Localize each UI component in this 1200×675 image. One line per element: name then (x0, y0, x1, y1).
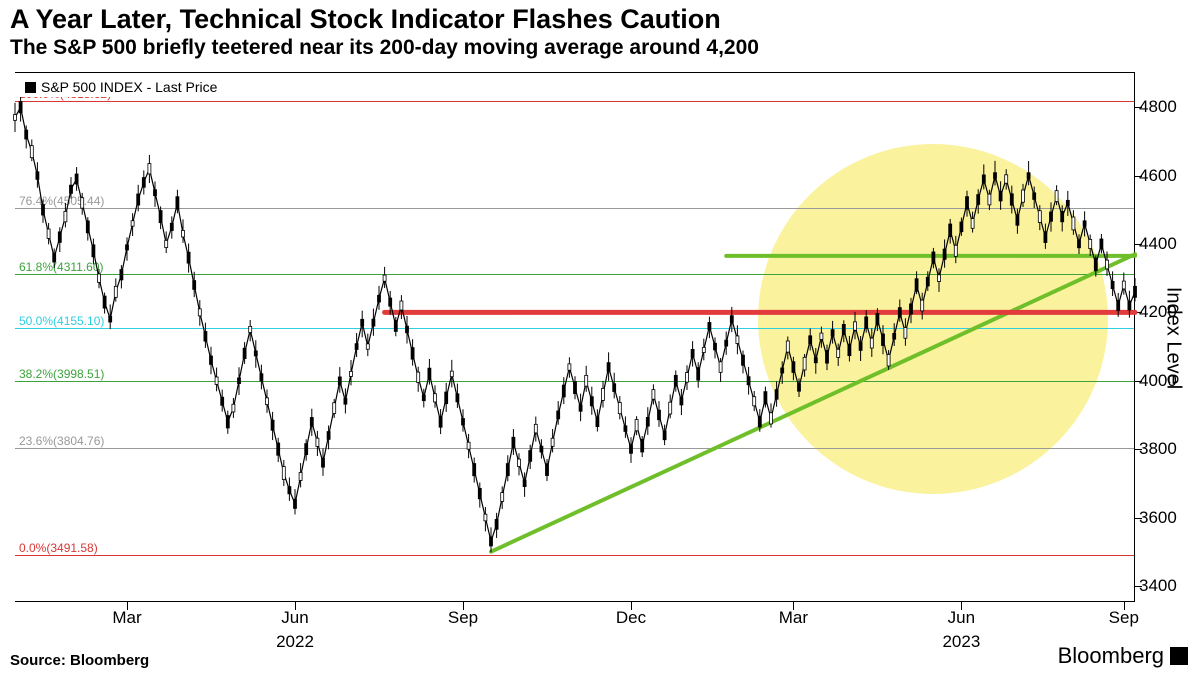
x-tick-label: Jun (948, 608, 975, 628)
legend-label: S&P 500 INDEX - Last Price (41, 79, 217, 95)
x-year-label: 2022 (276, 632, 314, 652)
x-tick-label: Mar (112, 608, 141, 628)
legend: S&P 500 INDEX - Last Price (19, 77, 223, 97)
x-tick-label: Jun (281, 608, 308, 628)
x-tick-label: Dec (616, 608, 646, 628)
x-tick-label: Sep (1109, 608, 1139, 628)
chart-area: 100.0%(4818.62)76.4%(4505.44)61.8%(4311.… (15, 72, 1135, 602)
chart-title: A Year Later, Technical Stock Indicator … (10, 4, 721, 35)
chart-subtitle: The S&P 500 briefly teetered near its 20… (10, 36, 759, 60)
trend-line (491, 254, 1135, 551)
y-tick-label: 4200 (1139, 302, 1189, 322)
x-tick-label: Mar (779, 608, 808, 628)
brand-text: Bloomberg (1058, 643, 1164, 669)
chart-svg (15, 73, 1135, 603)
y-tick-label: 4400 (1139, 234, 1189, 254)
brand-terminal-icon (1170, 647, 1188, 665)
y-tick-label: 3800 (1139, 439, 1189, 459)
source-label: Source: Bloomberg (10, 652, 149, 669)
price-line (15, 107, 1135, 541)
legend-swatch-icon (25, 82, 36, 93)
y-tick-label: 4800 (1139, 97, 1189, 117)
x-tick-label: Sep (448, 608, 478, 628)
y-tick-label: 4600 (1139, 166, 1189, 186)
x-year-label: 2023 (942, 632, 980, 652)
y-tick-label: 3600 (1139, 508, 1189, 528)
y-tick-label: 4000 (1139, 371, 1189, 391)
brand-label: Bloomberg (1058, 643, 1188, 669)
y-tick-label: 3400 (1139, 576, 1189, 596)
